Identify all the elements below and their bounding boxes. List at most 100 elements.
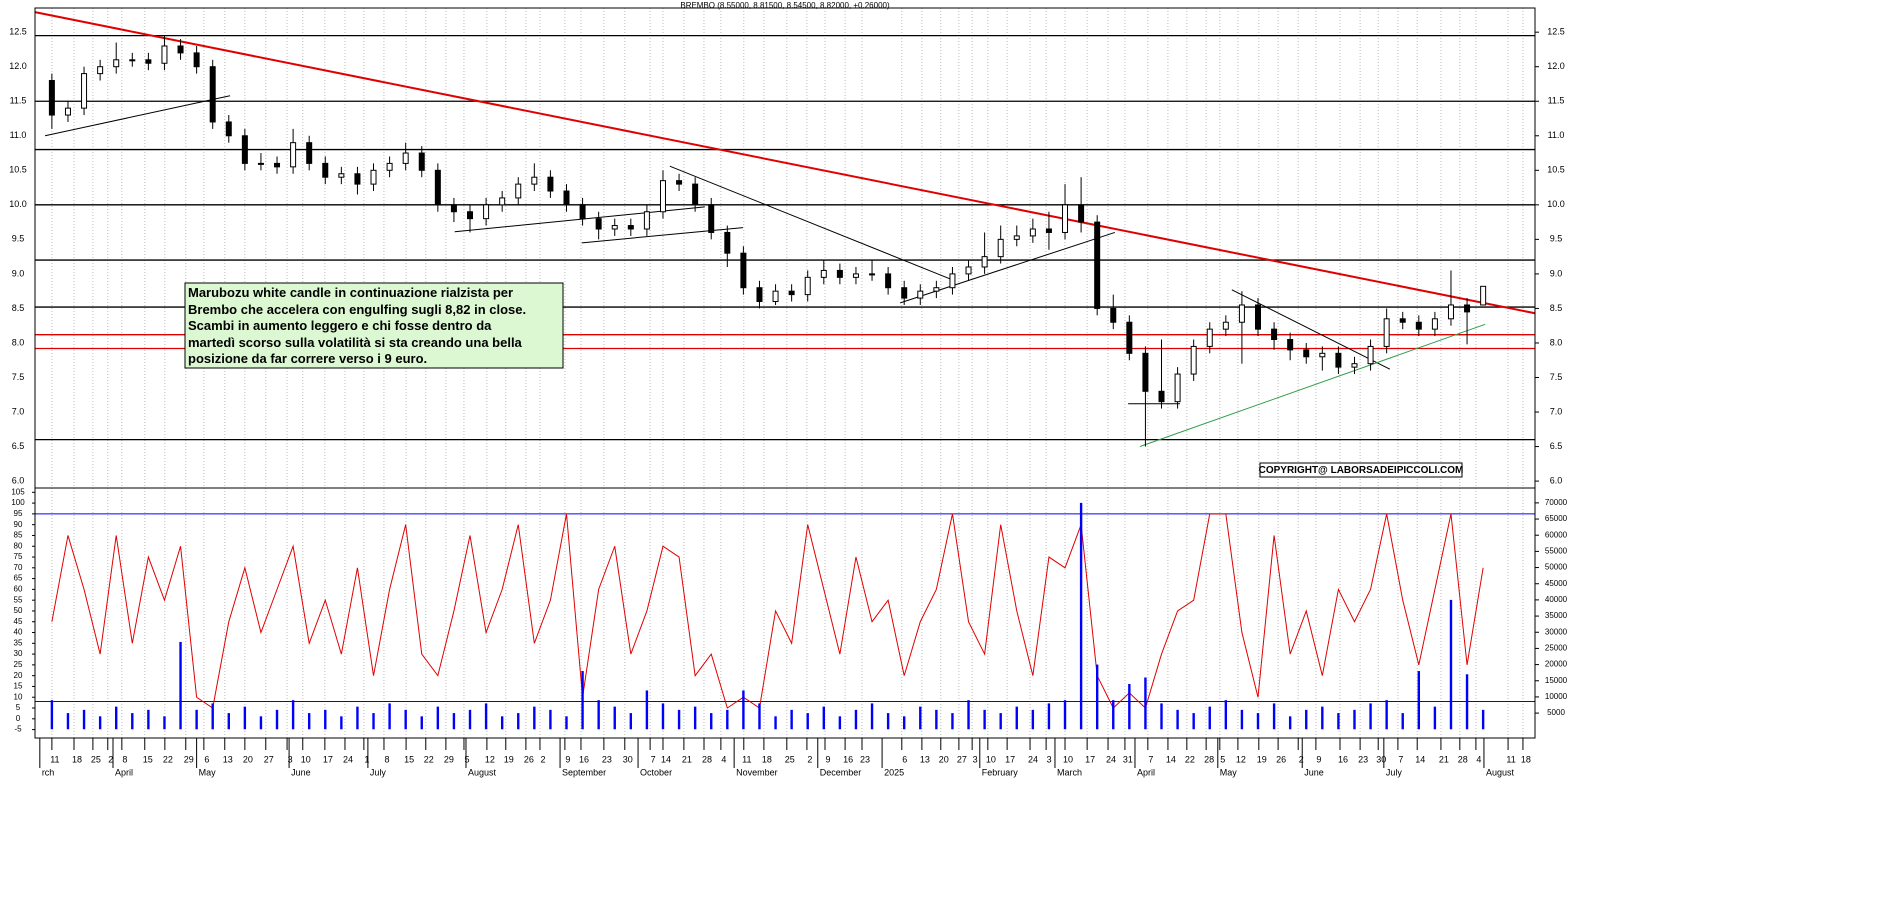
y-tick-label: 10.5 (1547, 165, 1565, 175)
candle-body (1222, 321, 1229, 330)
candle-body (885, 273, 892, 289)
x-tick-label: 29 (444, 754, 454, 764)
x-tick-label: 20 (243, 754, 253, 764)
y2-tick-label: 60000 (1545, 530, 1568, 539)
volume-bar (1015, 706, 1018, 730)
x-tick-label: 5 (1220, 754, 1225, 764)
volume-bar (259, 716, 263, 730)
candle-body (81, 73, 88, 109)
x-tick-label: 11 (50, 754, 59, 764)
x-tick-label: 7 (651, 754, 656, 764)
month-label: May (199, 767, 217, 777)
volume-bar (468, 709, 472, 730)
x-tick-label: 9 (565, 754, 570, 764)
volume-bar (1160, 703, 1163, 730)
candle-body (611, 225, 618, 230)
volume-bar (211, 703, 214, 730)
candle-body (483, 204, 490, 220)
y-tick-label: 6.0 (12, 475, 25, 485)
candle-body (1062, 204, 1069, 233)
candle-body (1190, 345, 1197, 375)
y2-tick-label: 20000 (1545, 660, 1568, 669)
candle-body (1254, 304, 1261, 330)
y-tick-label: 35 (14, 638, 23, 647)
month-label: August (1486, 767, 1515, 777)
candle-body (434, 169, 441, 206)
x-tick-label: 4 (721, 754, 726, 764)
volume-bar (1353, 709, 1356, 730)
candle-body (338, 173, 345, 178)
volume-bar (951, 713, 954, 730)
volume-bar (275, 709, 279, 730)
x-tick-label: 27 (957, 754, 967, 764)
x-tick-label: 17 (1085, 754, 1095, 764)
candle-body (804, 276, 811, 296)
candle-body (531, 176, 538, 185)
candle-body (836, 269, 843, 278)
x-tick-label: 1 (364, 754, 369, 764)
candle-body (386, 162, 393, 171)
volume-bar (999, 713, 1002, 730)
month-label: October (640, 767, 672, 777)
y-tick-label: 50 (14, 606, 23, 615)
candle-body (1464, 304, 1471, 313)
x-tick-label: 28 (1204, 754, 1214, 764)
x-tick-label: 14 (1415, 754, 1425, 764)
y-tick-label: 12.5 (1547, 27, 1565, 37)
x-tick-label: 17 (1005, 754, 1015, 764)
volume-bar (565, 716, 568, 730)
y-tick-label: 80 (14, 541, 23, 550)
volume-bar (677, 709, 681, 730)
y-tick-label: 11.5 (1548, 96, 1565, 106)
candle-body (692, 183, 699, 206)
copyright-background (1259, 462, 1463, 478)
y-tick-label: 8.5 (12, 303, 25, 313)
volume-bar (613, 706, 616, 730)
candle-body (1367, 345, 1374, 365)
volume-bar (66, 713, 70, 730)
month-label: March (1057, 767, 1082, 777)
volume-bar (1079, 502, 1083, 730)
x-tick-label: 31 (1123, 754, 1133, 764)
volume-bar (1224, 700, 1228, 730)
x-tick-label: 19 (1257, 754, 1267, 764)
x-tick-label: 9 (825, 754, 830, 764)
x-tick-label: 30 (1376, 754, 1386, 764)
volume-bar (903, 716, 906, 730)
volume-bar (356, 706, 359, 730)
month-label: June (291, 767, 311, 777)
candle-body (1351, 363, 1358, 368)
y-tick-label: 15 (14, 682, 23, 691)
month-label: rch (42, 767, 55, 777)
month-label: August (468, 767, 497, 777)
annotation-line: posizione da far correre verso i 9 euro. (188, 351, 427, 366)
candle-body (129, 59, 136, 62)
volume-bar (661, 703, 665, 730)
x-tick-label: 12 (1236, 754, 1246, 764)
x-tick-label: 2 (807, 754, 812, 764)
annotation-line: Scambi in aumento leggero e chi fosse de… (188, 318, 492, 333)
volume-bar (758, 703, 761, 730)
candle-body (370, 169, 377, 185)
x-tick-label: 19 (504, 754, 514, 764)
volume-bar (1256, 713, 1260, 730)
x-tick-label: 4 (1476, 754, 1481, 764)
volume-bar (935, 709, 938, 730)
candle-body (724, 231, 731, 254)
x-tick-label: 23 (1358, 754, 1368, 764)
volume-bar (742, 690, 745, 730)
month-label: September (562, 767, 606, 777)
candle-body (1238, 304, 1245, 323)
y-tick-label: 8.0 (1550, 337, 1563, 347)
volume-bar (774, 716, 777, 730)
candle-body (48, 80, 55, 116)
candle-body (97, 66, 104, 75)
volume-bar (886, 713, 890, 730)
y-tick-label: 8.0 (12, 337, 25, 347)
volume-bar (726, 709, 729, 730)
y-tick-label: 12.0 (9, 61, 27, 71)
candle-body (1335, 352, 1342, 368)
volume-bar (1385, 700, 1388, 730)
y-tick-label: 70 (14, 563, 23, 572)
y-tick-label: 9.5 (1550, 234, 1563, 244)
